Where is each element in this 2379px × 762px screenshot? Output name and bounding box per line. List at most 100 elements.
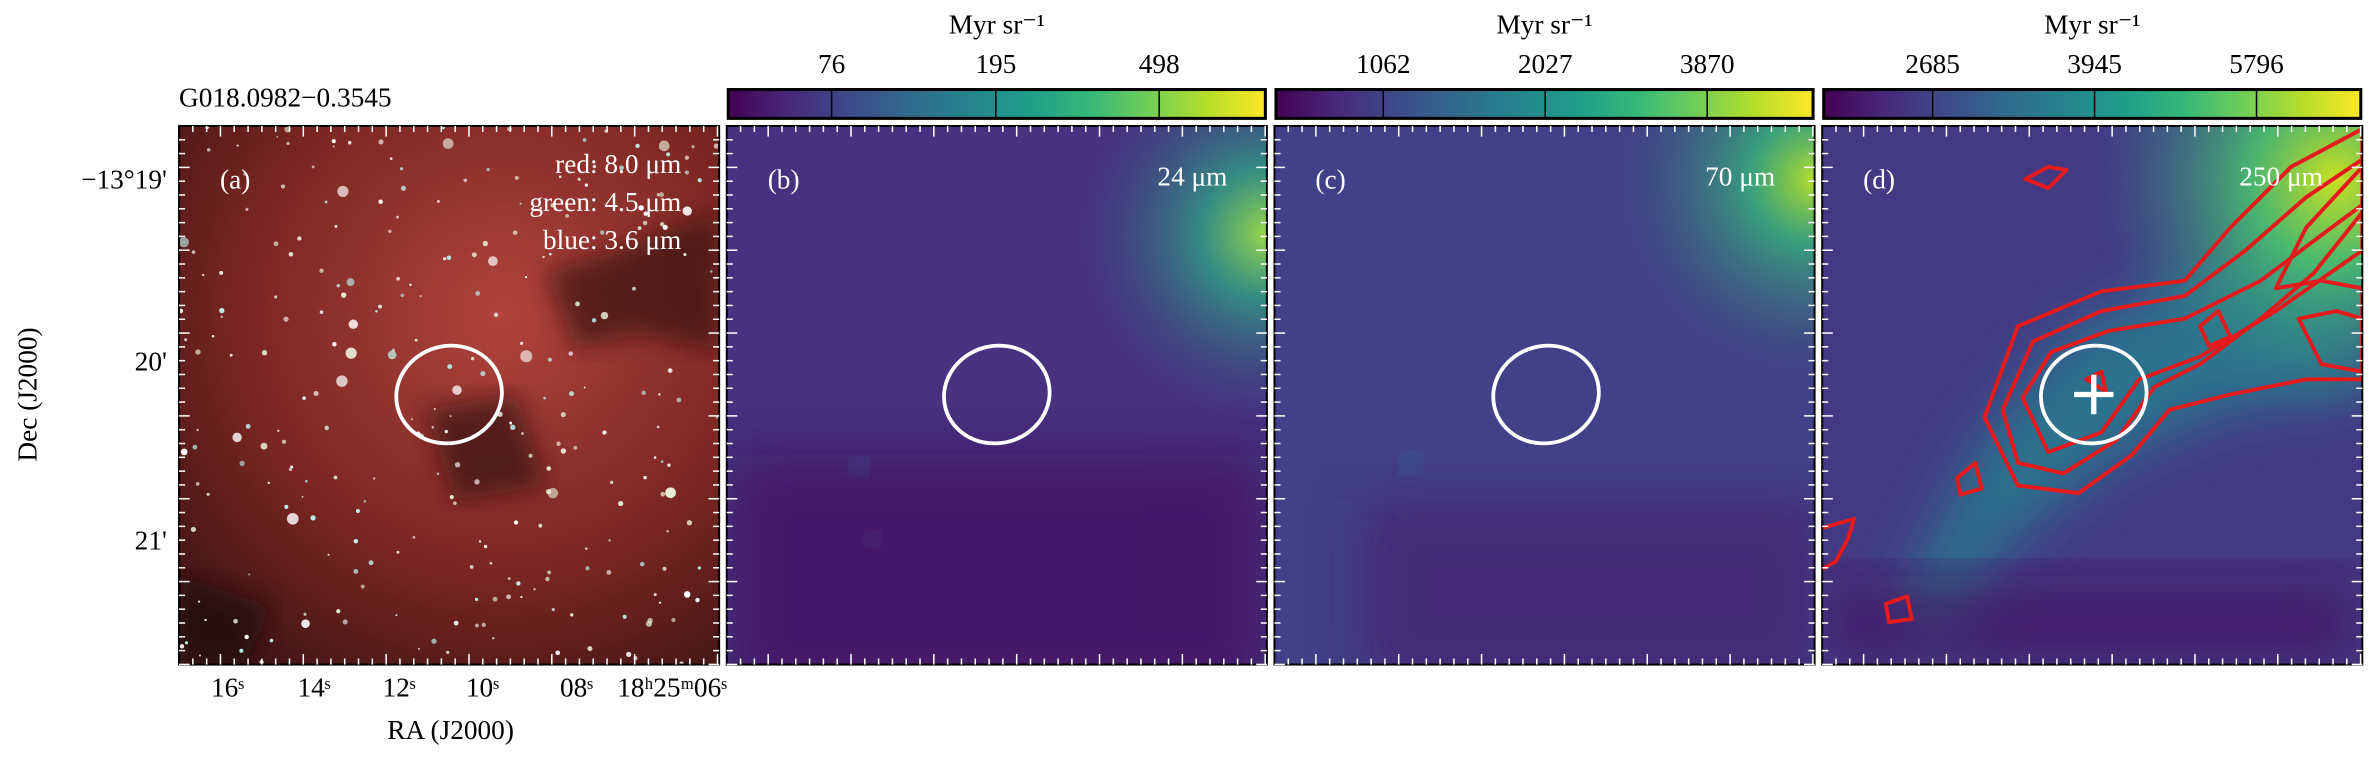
band-label: 250 μm: [2239, 161, 2323, 191]
star: [274, 295, 278, 299]
star: [481, 622, 486, 628]
star: [666, 530, 669, 533]
star: [197, 600, 201, 603]
star: [637, 226, 642, 231]
colorbar-tick-label: 3870: [1680, 49, 1735, 79]
star: [378, 199, 383, 204]
star: [659, 192, 664, 198]
star: [622, 614, 627, 619]
star: [525, 276, 528, 279]
star: [396, 550, 400, 554]
star: [192, 444, 198, 450]
source-ellipses: [394, 343, 2149, 446]
star: [626, 651, 632, 657]
star: [684, 170, 690, 175]
star: [233, 618, 238, 624]
star: [396, 215, 399, 219]
star: [449, 415, 452, 418]
star: [658, 140, 670, 152]
star: [520, 341, 524, 345]
star: [184, 338, 188, 342]
star: [248, 573, 251, 576]
star: [348, 319, 359, 329]
star: [337, 185, 349, 197]
star: [276, 136, 279, 138]
colorbar-label: Myr sr⁻¹: [949, 10, 1045, 40]
star: [660, 491, 666, 497]
star: [179, 308, 184, 314]
star: [565, 214, 569, 218]
band-label: 70 μm: [1705, 161, 1775, 191]
y-tick-label: −13°19': [81, 164, 167, 194]
star: [311, 165, 315, 169]
x-axis-label: RA (J2000): [387, 715, 514, 745]
star: [486, 168, 490, 172]
star: [556, 441, 561, 446]
star: [353, 569, 359, 574]
star: [573, 445, 578, 450]
star: [528, 453, 533, 458]
star: [245, 207, 249, 211]
colorbar-tick-label: 5796: [2229, 49, 2284, 79]
image-b: [726, 125, 1267, 665]
star: [179, 237, 189, 248]
star: [319, 310, 324, 314]
x-tick-label: 16ˢ: [211, 673, 244, 703]
star: [220, 315, 223, 318]
star: [336, 375, 348, 387]
star: [332, 341, 337, 347]
star: [346, 278, 355, 287]
star: [353, 538, 359, 544]
star: [332, 145, 335, 148]
star: [388, 229, 392, 233]
band-label: 24 μm: [1157, 161, 1227, 191]
star: [676, 397, 682, 403]
star: [658, 601, 662, 604]
frames: [178, 124, 2364, 666]
star: [373, 477, 376, 480]
star: [545, 576, 550, 582]
star: [419, 295, 422, 298]
star: [453, 501, 457, 505]
star: [520, 350, 533, 363]
star: [284, 504, 289, 509]
star: [546, 466, 552, 471]
star: [542, 255, 545, 259]
star: [592, 164, 597, 169]
star: [261, 350, 268, 356]
star: [585, 566, 590, 571]
colorbar-tick-label: 1062: [1356, 49, 1411, 79]
star: [671, 617, 676, 623]
star: [368, 560, 374, 566]
star: [568, 391, 575, 397]
star: [519, 202, 522, 205]
x-tick-label: 12ˢ: [382, 673, 415, 703]
image-c: [1274, 125, 1815, 665]
star: [239, 460, 245, 467]
star: [584, 183, 589, 187]
y-tick-label: 21': [135, 525, 167, 555]
star: [489, 561, 493, 565]
star: [277, 429, 280, 432]
star: [587, 646, 593, 652]
star: [656, 193, 660, 197]
star: [538, 523, 543, 528]
star: [363, 500, 366, 503]
star: [653, 593, 657, 597]
star: [195, 349, 201, 355]
star: [280, 184, 286, 189]
star: [643, 211, 648, 216]
star: [471, 252, 477, 258]
star: [267, 481, 270, 485]
x-tick-label: 10ˢ: [466, 673, 499, 703]
star: [667, 463, 671, 467]
star: [400, 185, 406, 191]
star: [310, 515, 316, 521]
star: [301, 495, 304, 498]
colorbar: [1822, 88, 2363, 120]
star: [400, 167, 404, 171]
star: [697, 566, 701, 570]
star: [336, 283, 341, 288]
star: [474, 479, 480, 485]
star: [469, 565, 474, 569]
